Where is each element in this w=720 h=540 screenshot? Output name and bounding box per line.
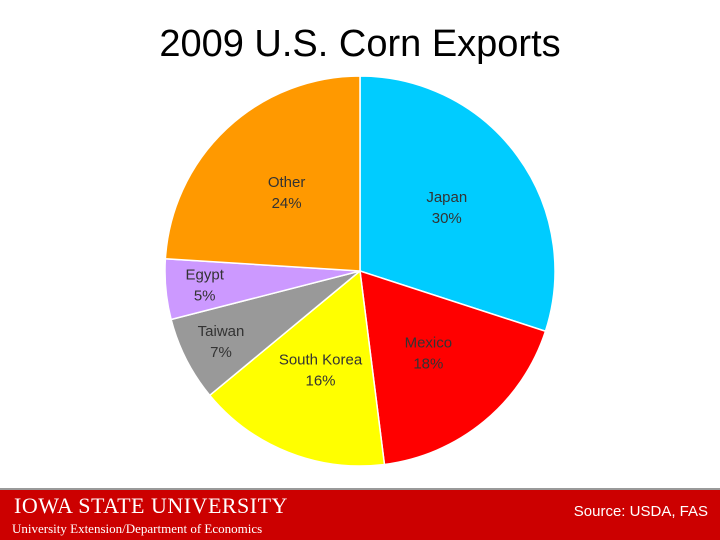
slice-label: Egypt	[186, 267, 225, 284]
slice-value-label: 18%	[413, 356, 443, 373]
footer-rule	[0, 488, 720, 490]
slice-label: Mexico	[405, 335, 453, 352]
pie-slice	[359, 269, 547, 466]
chart-title: 2009 U.S. Corn Exports	[159, 23, 560, 65]
footer-source: Source: USDA, FAS	[574, 503, 708, 520]
footer-department: University Extension/Department of Econo…	[12, 521, 262, 536]
slice-label: Taiwan	[198, 323, 245, 340]
slice-value-label: 16%	[306, 373, 336, 390]
pie-slice	[164, 75, 361, 272]
slice-value-label: 24%	[272, 195, 302, 212]
pie-slice	[208, 269, 386, 467]
slice-value-label: 30%	[432, 210, 462, 227]
footer-bar	[0, 490, 720, 540]
slice-value-label: 5%	[194, 288, 216, 305]
footer-logo: Iowa State University	[14, 493, 288, 518]
slice-label: South Korea	[279, 352, 363, 369]
pie-slice	[359, 75, 556, 333]
slice-label: Japan	[426, 189, 467, 206]
slice-value-label: 7%	[210, 344, 232, 361]
pie	[164, 75, 556, 467]
slice-label: Other	[268, 174, 306, 191]
